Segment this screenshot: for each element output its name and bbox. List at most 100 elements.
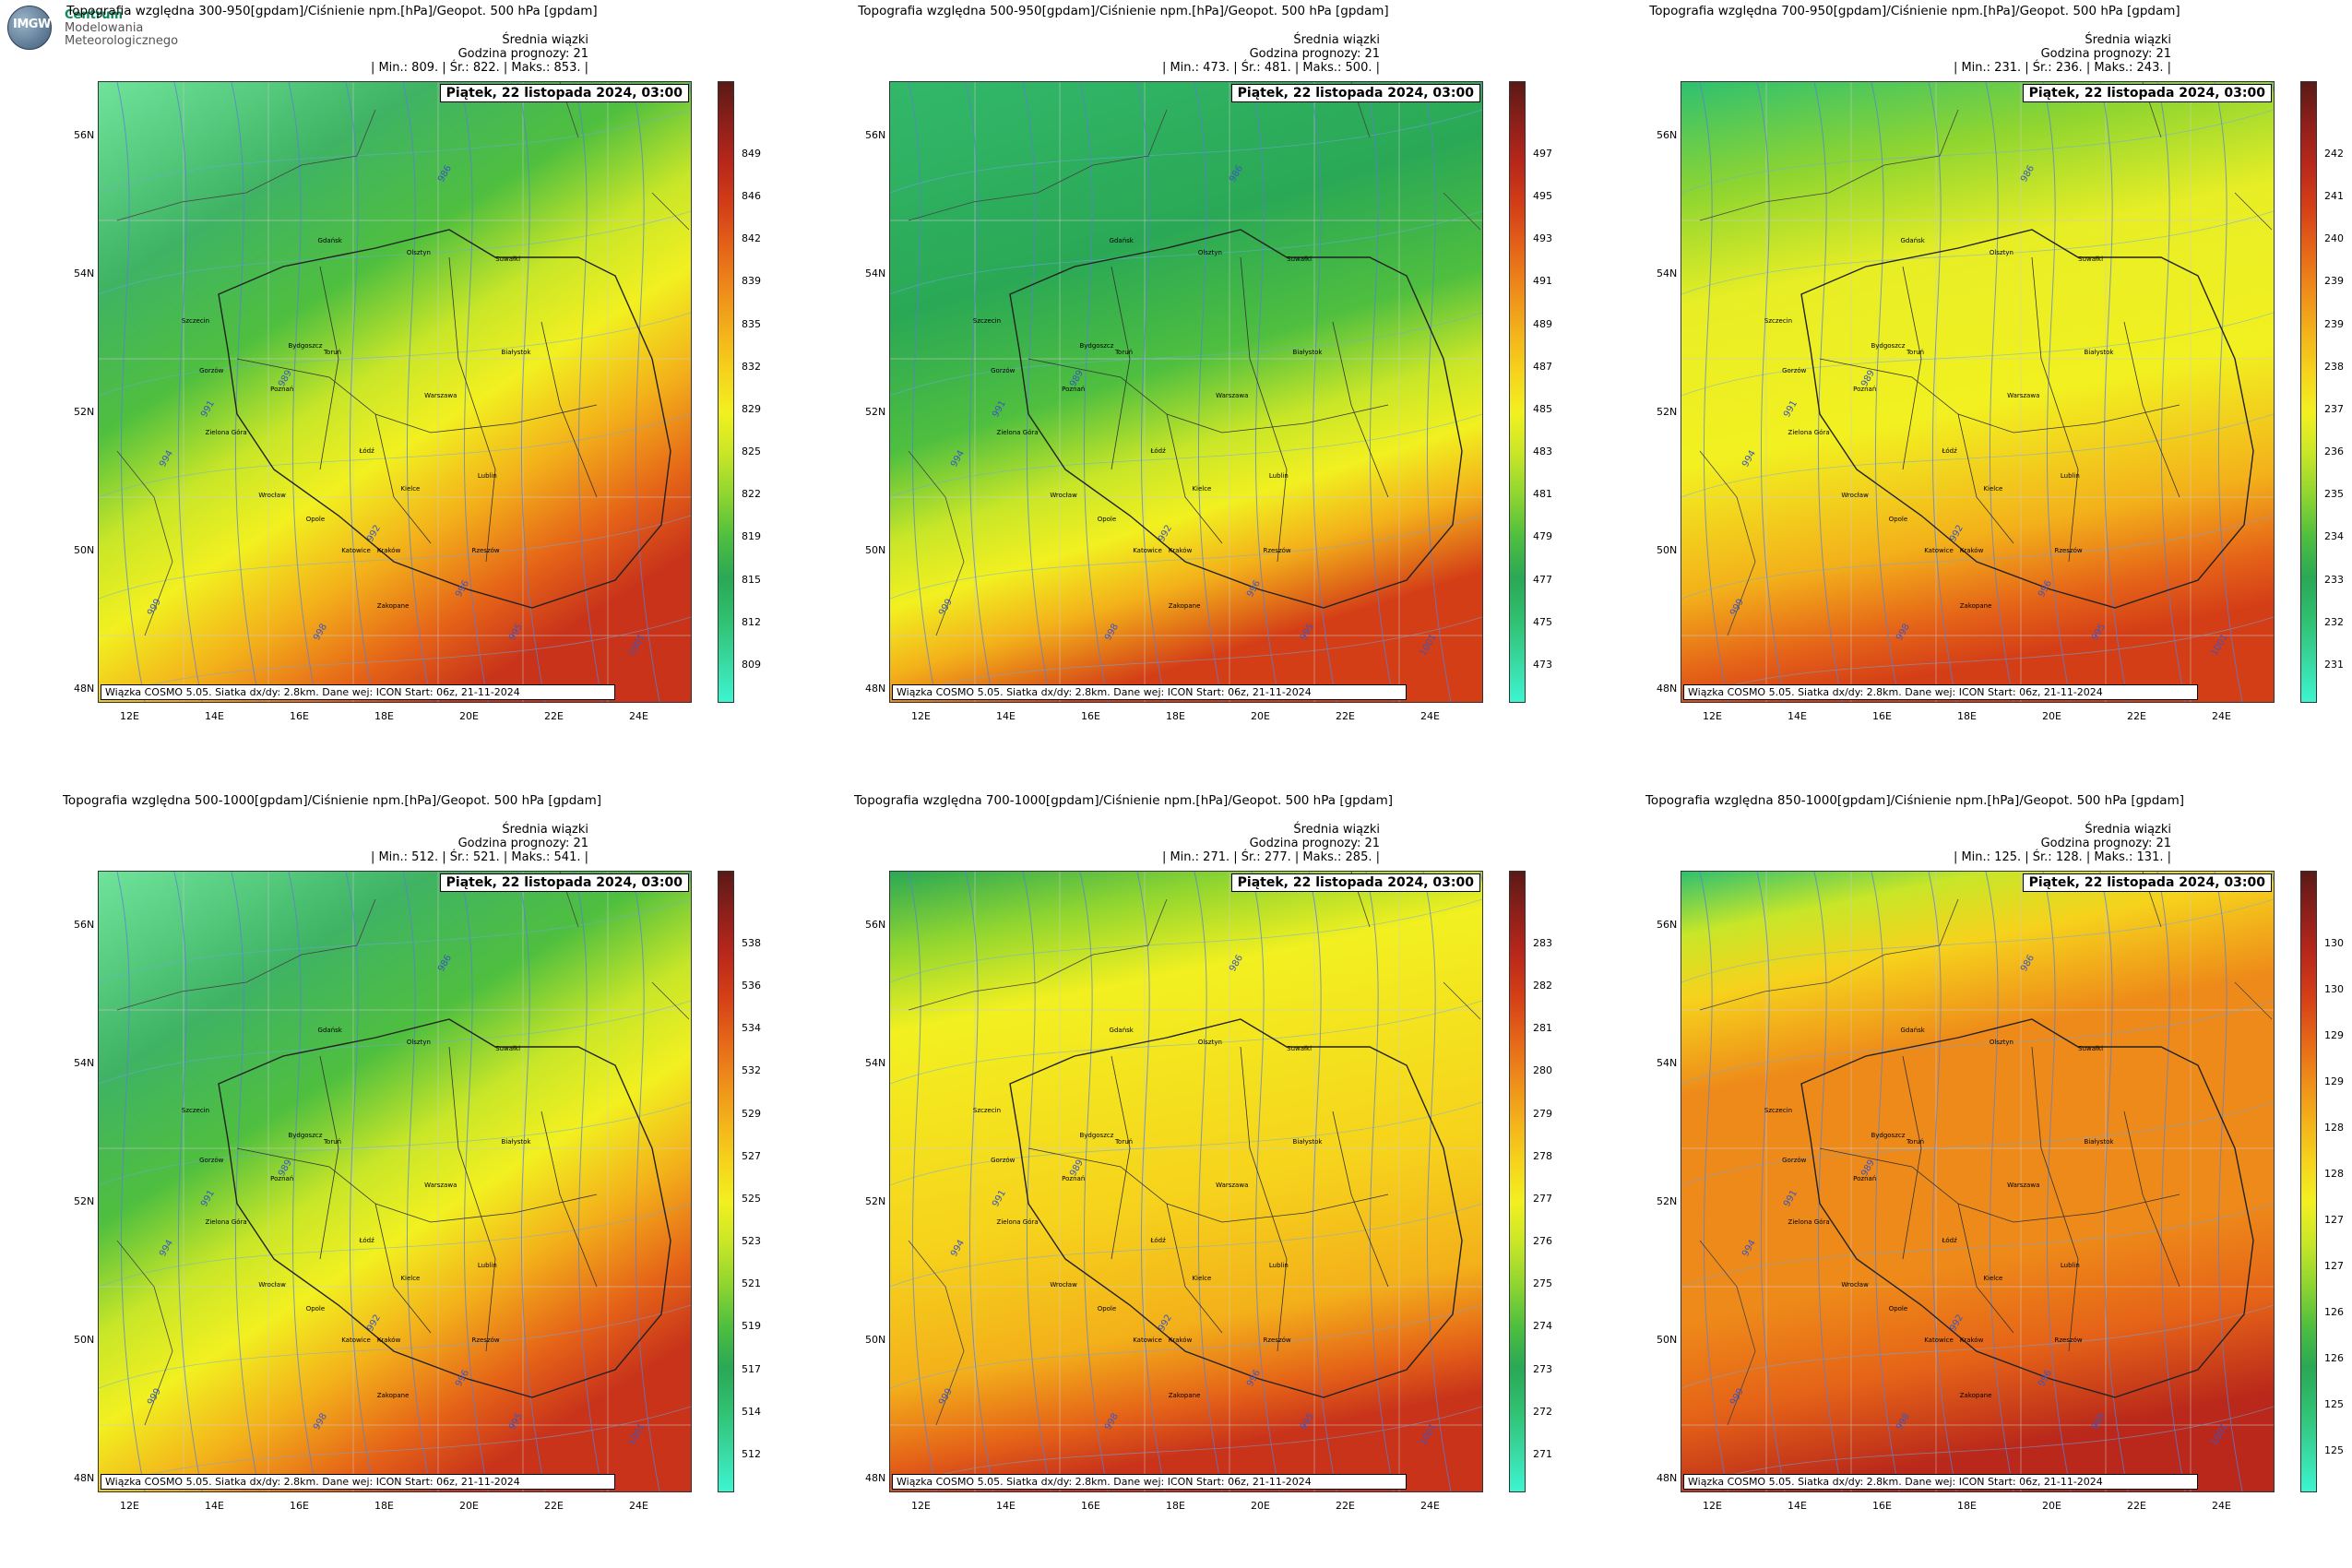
forecast-date: Piątek, 22 listopada 2024, 03:00: [1230, 84, 1480, 102]
colorbar-tick-label: 239: [2324, 317, 2344, 330]
city-label: Wrocław: [1841, 1280, 1869, 1289]
longitude-label: 22E: [2127, 710, 2146, 722]
city-label: Gdańsk: [317, 1027, 342, 1034]
map-panel: Topografia względna 850-1000[gpdam]/Ciśn…: [1583, 790, 2344, 1537]
colorbar-tick-label: 125: [2324, 1444, 2344, 1456]
map-canvas: [1681, 82, 2274, 702]
city-label: Zielona Góra: [1788, 429, 1830, 437]
city-label: Bydgoszcz: [1871, 1132, 1906, 1140]
forecast-map: Gdańsk Olsztyn Suwałki Szczecin Bydgoszcz Tor…: [889, 81, 1483, 703]
city-label: Opole: [1888, 1305, 1908, 1313]
panel-title: Topografia względna 850-1000[gpdam]/Ciśn…: [1645, 793, 2184, 808]
colorbar-tick-label: 273: [1533, 1362, 1552, 1375]
map-panel: Topografia względna 500-950[gpdam]/Ciśni…: [791, 0, 1552, 747]
city-label: Suwałki: [1287, 255, 1313, 264]
colorbar-tick-label: 538: [742, 937, 761, 949]
longitude-label: 24E: [1420, 1500, 1440, 1512]
colorbar-tick-label: 477: [1533, 573, 1552, 586]
city-label: Zielona Góra: [996, 429, 1039, 437]
city-label: Lublin: [477, 1262, 497, 1270]
longitude-label: 20E: [2042, 710, 2061, 722]
forecast-hour: Godzina prognozy: 21: [1249, 837, 1380, 850]
colorbar-tick-label: 523: [742, 1235, 761, 1248]
colorbar-tick-label: 822: [742, 488, 761, 501]
longitude-label: 22E: [544, 1500, 564, 1512]
colorbar-tick-label: 495: [1533, 190, 1552, 203]
city-label: Poznań: [1853, 1175, 1877, 1183]
longitude-label: 16E: [290, 710, 309, 722]
longitude-label: 18E: [374, 1500, 394, 1512]
latitude-label: 52N: [74, 406, 95, 418]
city-label: Kielce: [400, 1274, 421, 1282]
latitude-label: 50N: [865, 544, 886, 556]
longitude-label: 12E: [120, 710, 139, 722]
panel-title: Topografia względna 300-950[gpdam]/Ciśni…: [66, 4, 598, 18]
panel-stats: Średnia wiązki Godzina prognozy: 21 | Mi…: [1954, 823, 2171, 864]
latitude-label: 52N: [74, 1195, 95, 1207]
city-label: Warszawa: [424, 1182, 457, 1189]
city-label: Toruń: [323, 348, 342, 356]
city-label: Opole: [1097, 1305, 1117, 1313]
city-label: Gorzów: [1782, 1157, 1807, 1165]
city-label: Łódź: [359, 447, 374, 456]
city-label: Wrocław: [1050, 1280, 1077, 1289]
map-panel: Topografia względna 700-1000[gpdam]/Ciśn…: [791, 790, 1552, 1537]
longitude-label: 24E: [1420, 710, 1440, 722]
colorbar-tick-label: 127: [2324, 1260, 2344, 1272]
latitude-label: 56N: [74, 919, 95, 931]
city-label: Białystok: [501, 1137, 531, 1146]
latitude-label: 52N: [865, 1195, 886, 1207]
city-label: Lublin: [2060, 1262, 2080, 1270]
city-label: Zakopane: [376, 602, 410, 611]
city-label: Gdańsk: [1109, 237, 1134, 244]
longitude-label: 22E: [1336, 710, 1355, 722]
panel-title: Topografia względna 700-1000[gpdam]/Ciśn…: [853, 793, 1393, 808]
latitude-label: 56N: [1657, 129, 1678, 141]
longitude-label: 18E: [1957, 1500, 1977, 1512]
city-label: Lublin: [2060, 472, 2080, 481]
city-label: Bydgoszcz: [288, 342, 323, 350]
city-label: Warszawa: [2007, 392, 2040, 399]
latitude-label: 54N: [74, 1057, 95, 1069]
latitude-label: 48N: [74, 1472, 95, 1484]
min-mean-max: | Min.: 809. | Śr.: 822. | Maks.: 853. |: [370, 61, 588, 75]
city-label: Katowice: [1924, 547, 1954, 554]
longitude-label: 14E: [996, 710, 1016, 722]
colorbar-tick-label: 128: [2324, 1122, 2344, 1134]
latitude-label: 50N: [74, 544, 95, 556]
model-credit: Wiązka COSMO 5.05. Siatka dx/dy: 2.8km. …: [892, 684, 1407, 700]
panel-stats: Średnia wiązki Godzina prognozy: 21 | Mi…: [1162, 823, 1380, 864]
city-label: Kielce: [1983, 484, 2003, 493]
city-label: Opole: [1097, 516, 1117, 524]
colorbar-tick-label: 475: [1533, 615, 1552, 628]
city-label: Kraków: [376, 547, 401, 554]
city-label: Białystok: [2084, 348, 2114, 356]
colorbar-tick-label: 521: [742, 1277, 761, 1290]
city-label: Rzeszów: [471, 547, 500, 554]
city-label: Kraków: [376, 1336, 401, 1344]
longitude-label: 22E: [1336, 1500, 1355, 1512]
imgw-logo: IMGW Centrum Modelowania Meteorologiczne…: [7, 6, 192, 53]
longitude-label: 16E: [1872, 710, 1892, 722]
city-label: Rzeszów: [1263, 1336, 1291, 1344]
longitude-label: 16E: [1081, 710, 1100, 722]
latitude-label: 54N: [865, 1057, 886, 1069]
longitude-label: 18E: [1957, 710, 1977, 722]
colorbar-tick-label: 234: [2324, 530, 2344, 543]
city-label: Zakopane: [1168, 602, 1201, 611]
colorbar: [1509, 81, 1526, 703]
city-label: Zakopane: [376, 1392, 410, 1400]
longitude-label: 24E: [629, 1500, 648, 1512]
city-label: Olsztyn: [406, 249, 431, 257]
colorbar-tick-label: 277: [1533, 1192, 1552, 1205]
colorbar-tick-label: 487: [1533, 360, 1552, 373]
city-label: Wrocław: [1050, 491, 1077, 499]
longitude-label: 22E: [2127, 1500, 2146, 1512]
forecast-map: Gdańsk Olsztyn Suwałki Szczecin Bydgoszcz Tor…: [889, 871, 1483, 1492]
city-label: Wrocław: [1841, 491, 1869, 499]
longitude-label: 12E: [911, 1500, 931, 1512]
colorbar: [718, 871, 734, 1492]
panel-stats: Średnia wiązki Godzina prognozy: 21 | Mi…: [371, 823, 588, 864]
colorbar-tick-label: 282: [1533, 980, 1552, 992]
min-mean-max: | Min.: 473. | Śr.: 481. | Maks.: 500. |: [1161, 61, 1380, 75]
